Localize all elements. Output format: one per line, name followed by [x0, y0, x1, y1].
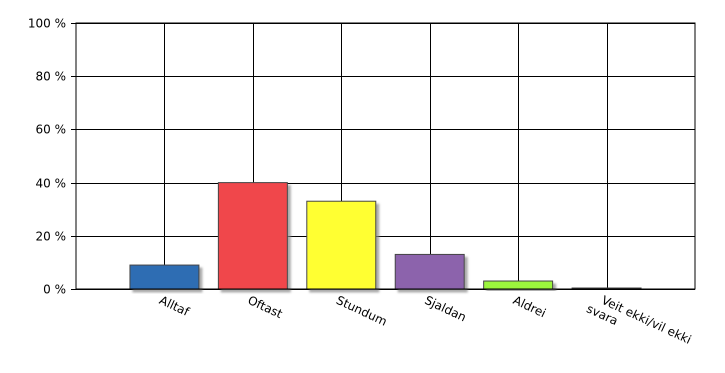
y-tick-label: 80 %	[36, 70, 67, 84]
x-tick-label: Oftast	[246, 293, 285, 321]
bar-aldrei	[483, 280, 554, 290]
y-axis-ticks: 0 % 20 % 40 % 60 % 80 % 100 %	[28, 17, 76, 297]
y-tick-label: 60 %	[36, 123, 67, 137]
y-tick-label: 40 %	[36, 177, 67, 191]
grid-lines	[76, 23, 695, 290]
x-tick-label: Sjaldan	[422, 293, 468, 324]
x-tick-label-line: Aldrei	[511, 293, 548, 320]
x-tick-label-line: Oftast	[246, 293, 285, 321]
x-tick-label-line: Stundum	[334, 293, 389, 329]
x-tick-label: Stundum	[334, 293, 389, 329]
x-tick-label: Aldrei	[511, 293, 548, 320]
bar-alltaf	[129, 264, 200, 290]
x-tick-label-line: Alltaf	[157, 293, 192, 319]
bars	[129, 182, 642, 290]
y-tick-label: 100 %	[28, 17, 66, 31]
bar-stundum	[306, 200, 377, 290]
y-tick-label: 20 %	[36, 230, 67, 244]
x-axis-labels: Alltaf Oftast Stundum Sjaldan Aldrei Veit ekk…	[157, 293, 693, 347]
y-tick-label: 0 %	[43, 283, 66, 297]
plot-frame	[75, 22, 696, 290]
bar-oftast	[217, 182, 288, 290]
x-tick-label: Alltaf	[157, 293, 192, 319]
x-tick-label-line: Sjaldan	[422, 293, 468, 324]
bar-sjaldan	[394, 253, 465, 290]
